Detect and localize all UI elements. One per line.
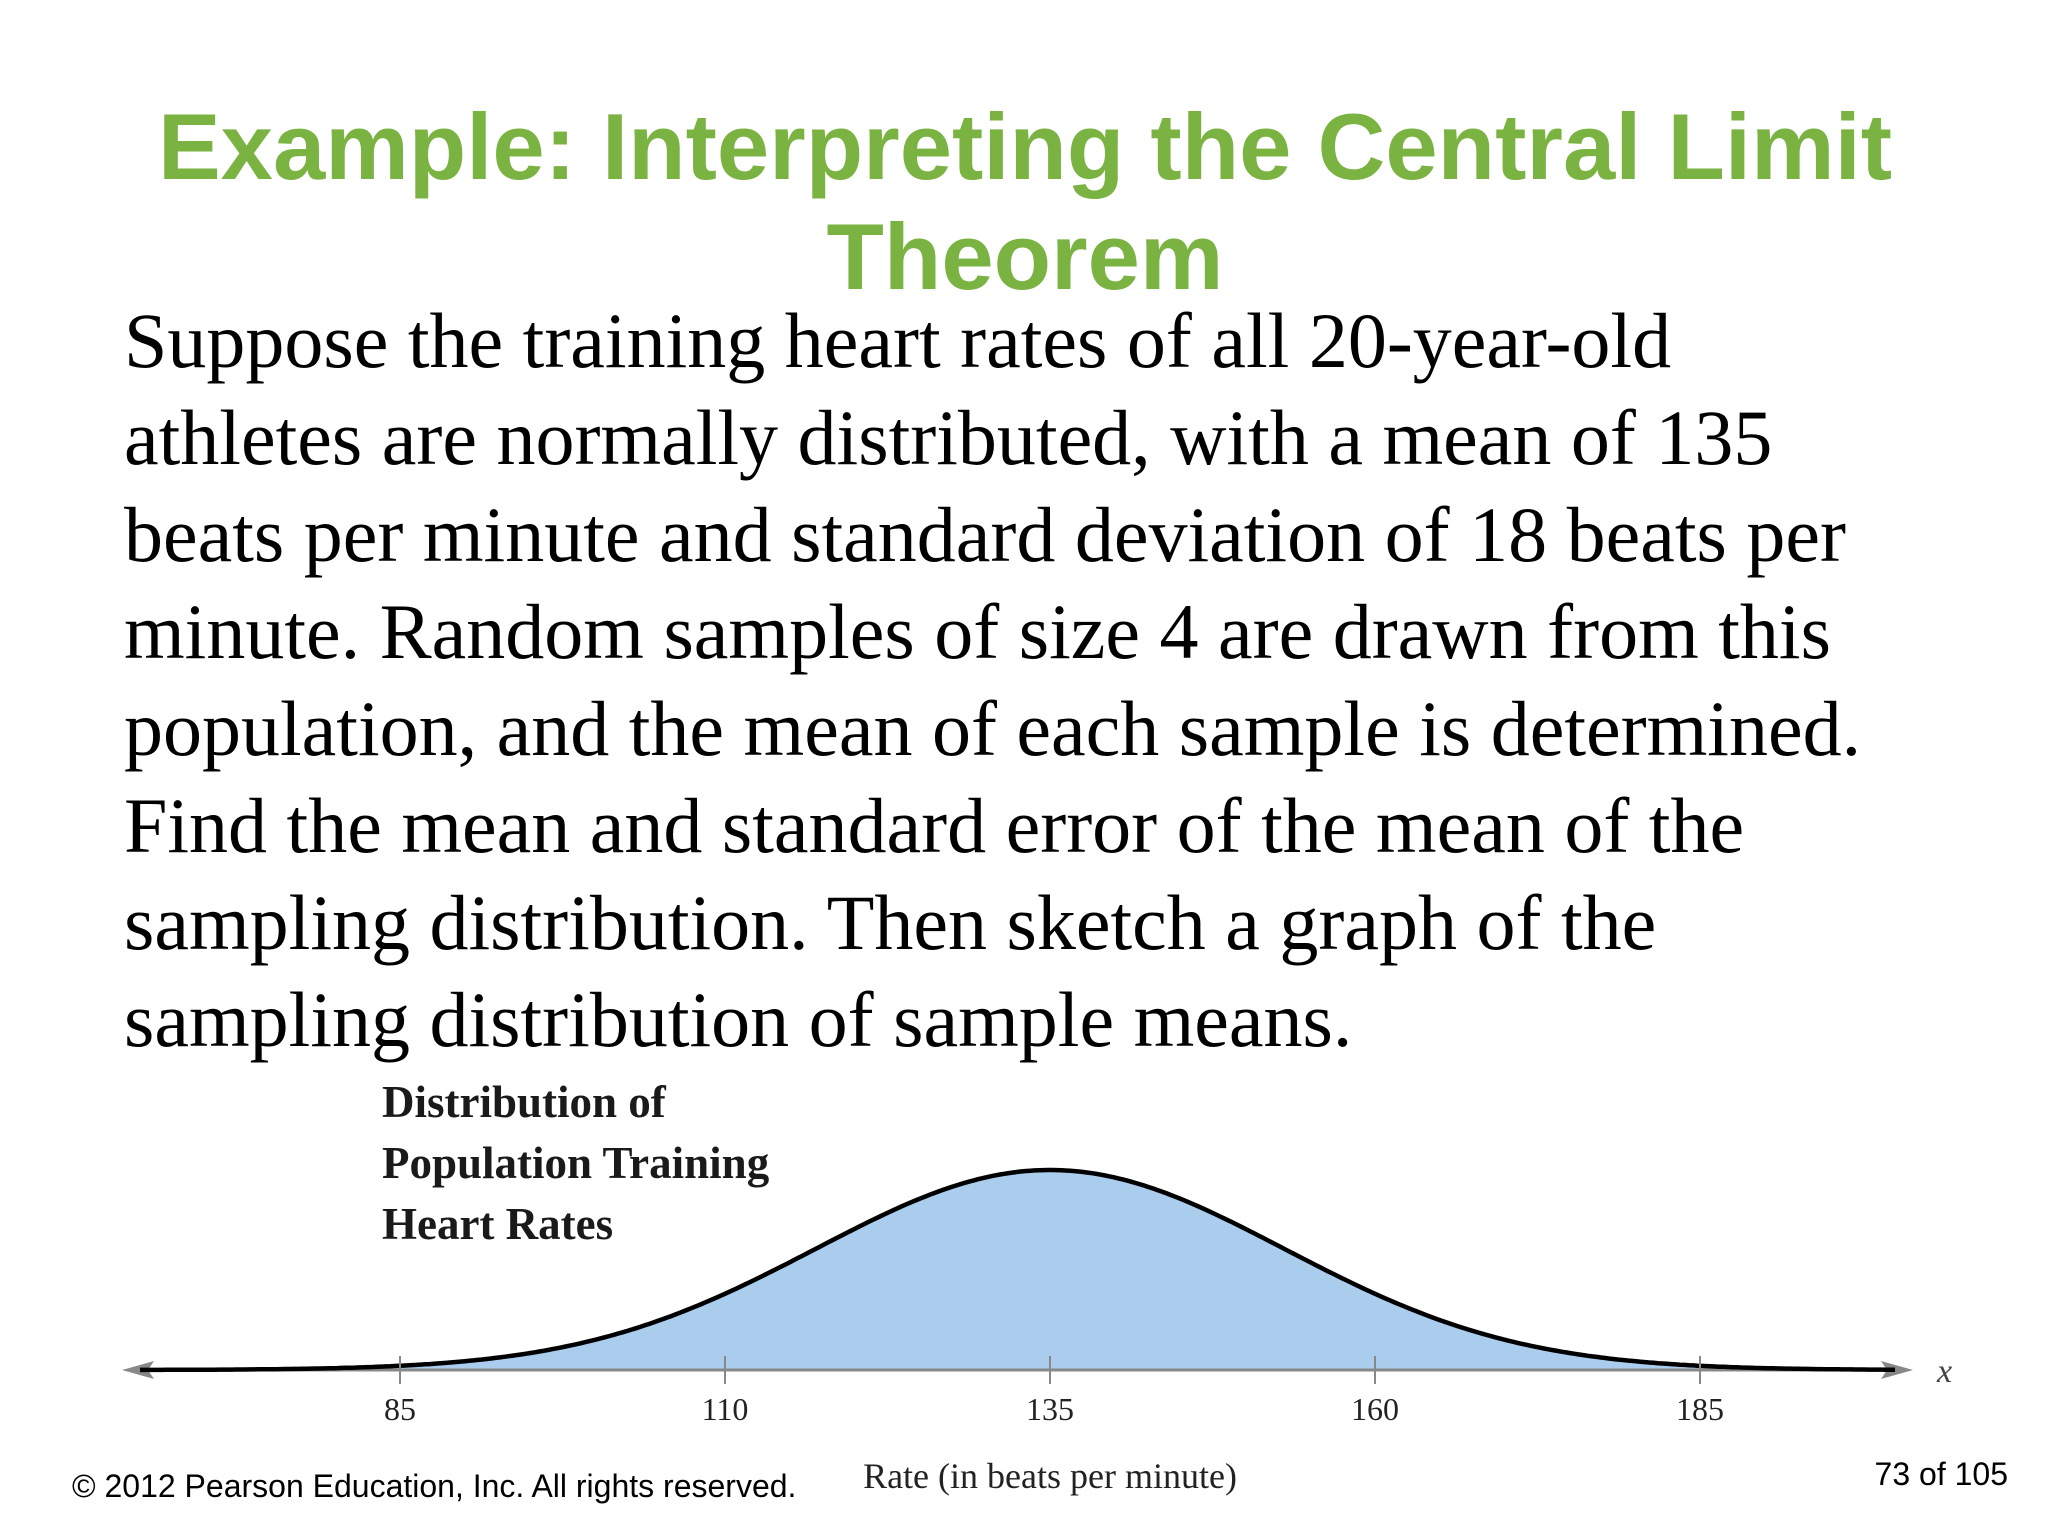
figure-title-line: Population Training <box>382 1138 770 1188</box>
x-tick-label: 160 <box>1351 1391 1399 1427</box>
x-tick-label: 85 <box>384 1391 416 1427</box>
x-axis-variable: x <box>1936 1353 1952 1390</box>
problem-text-line: sampling distribution. Then sketch a gra… <box>124 879 1657 966</box>
x-axis-title: Rate (in beats per minute) <box>863 1456 1237 1496</box>
problem-text-line: minute. Random samples of size 4 are dra… <box>124 588 1831 675</box>
problem-text-line: Find the mean and standard error of the … <box>124 782 1745 869</box>
slide-title-line: Theorem <box>826 204 1224 309</box>
x-tick-label: 135 <box>1026 1391 1074 1427</box>
figure-title-line: Distribution of <box>382 1077 666 1127</box>
slide-title-line: Example: Interpreting the Central Limit <box>157 94 1893 199</box>
figure-title: Distribution of Population Training Hear… <box>382 1072 769 1255</box>
curve-line <box>140 1167 1895 1373</box>
x-axis-left-arrow <box>122 1361 154 1379</box>
curve-area <box>140 1170 1895 1370</box>
copyright-notice: © 2012 Pearson Education, Inc. All right… <box>72 1468 797 1504</box>
figure-title-line: Heart Rates <box>382 1199 614 1249</box>
problem-text-line: population, and the mean of each sample … <box>124 685 1862 772</box>
problem-text: Suppose the training heart rates of all … <box>124 292 2004 1068</box>
problem-text-line: sampling distribution of sample means. <box>124 976 1353 1063</box>
problem-text-line: Suppose the training heart rates of all … <box>124 297 1672 384</box>
x-tick-label: 110 <box>702 1391 749 1427</box>
page-indicator: 73 of 105 <box>1874 1456 2008 1492</box>
x-tick-label: 185 <box>1676 1391 1724 1427</box>
problem-text-line: beats per minute and standard deviation … <box>124 491 1846 578</box>
problem-text-line: athletes are normally distributed, with … <box>124 394 1773 481</box>
x-axis-right-arrow <box>1881 1361 1913 1379</box>
slide-title: Example: Interpreting the Central Limit … <box>140 92 1910 312</box>
